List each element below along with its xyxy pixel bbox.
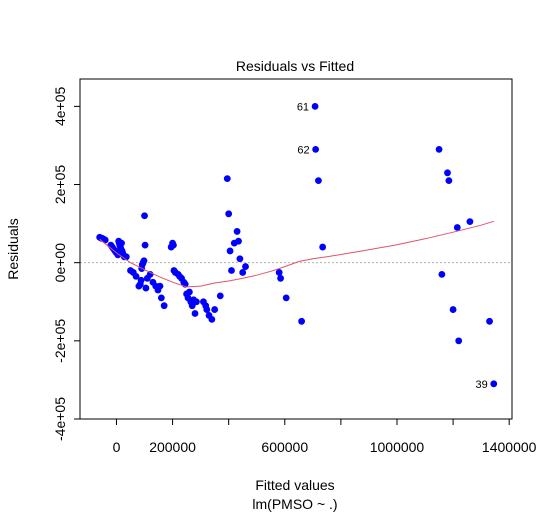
residual-point [298, 317, 306, 325]
residual-point [435, 145, 443, 153]
residual-point [315, 177, 322, 185]
y-tick-label: -2e+05 [52, 319, 68, 363]
outlier-label: 61 [297, 101, 309, 113]
residual-point [319, 243, 327, 251]
residual-point [490, 380, 498, 388]
residual-point [445, 177, 453, 185]
plot-area: 61 62 39 [80, 101, 512, 391]
residual-point [141, 241, 149, 249]
y-axis-label: Residuals [5, 218, 21, 279]
residual-point [223, 175, 231, 183]
residual-point [312, 145, 320, 153]
x-tick-label: 200000 [149, 439, 196, 455]
residual-point [216, 292, 224, 300]
residual-point [486, 317, 493, 325]
residual-point [235, 237, 242, 245]
residual-point [438, 271, 446, 278]
residual-point [311, 102, 319, 110]
residual-point [275, 269, 283, 276]
residual-point [449, 306, 457, 313]
residual-point [156, 282, 164, 290]
residual-point [236, 255, 244, 263]
lowess-smoother-line [99, 220, 494, 288]
residual-point [132, 272, 140, 280]
residual-point [239, 269, 247, 276]
residual-point [140, 257, 148, 265]
residual-point [242, 263, 249, 270]
residual-point [466, 218, 474, 226]
chart-title: Residuals vs Fitted [236, 58, 354, 74]
residual-point [137, 276, 145, 284]
residual-point [277, 274, 284, 282]
residual-point [208, 315, 216, 323]
residual-point [228, 267, 235, 274]
residual-point [142, 284, 150, 292]
y-tick-label: -4e+05 [52, 397, 68, 441]
y-axis: -4e+05 -2e+05 0e+00 2e+05 4e+05 [52, 86, 80, 441]
x-axis-sublabel: lm(PMSO ~ .) [252, 496, 337, 512]
y-tick-label: 2e+05 [52, 165, 68, 205]
outlier-label: 39 [476, 379, 488, 391]
residual-point [455, 337, 463, 345]
y-tick-label: 4e+05 [52, 86, 68, 126]
residual-point [226, 247, 234, 255]
x-axis-label: Fitted values [255, 477, 334, 493]
x-tick-label: 1400000 [482, 439, 537, 455]
plot-frame [79, 78, 513, 420]
residual-point [233, 228, 241, 235]
residual-point [225, 210, 233, 218]
x-tick-label: 600000 [261, 439, 308, 455]
residual-point [141, 212, 148, 220]
residual-point [160, 302, 168, 310]
residual-point [453, 224, 461, 231]
x-tick-label: 1000000 [370, 439, 425, 455]
residual-point [101, 236, 109, 244]
residual-point [444, 169, 451, 177]
residual-point [203, 306, 211, 313]
residual-point [282, 294, 290, 302]
residual-point [118, 239, 125, 247]
residual-point [186, 288, 193, 296]
residual-point [193, 298, 200, 306]
residual-point [191, 310, 199, 317]
residual-point [211, 306, 219, 313]
residual-point [157, 294, 165, 302]
residual-point [170, 241, 177, 249]
x-axis: 0 200000 600000 1000000 1400000 [113, 419, 537, 455]
y-tick-label: 0e+00 [52, 243, 68, 283]
x-tick-label: 0 [113, 439, 121, 455]
outlier-label: 62 [297, 144, 309, 156]
